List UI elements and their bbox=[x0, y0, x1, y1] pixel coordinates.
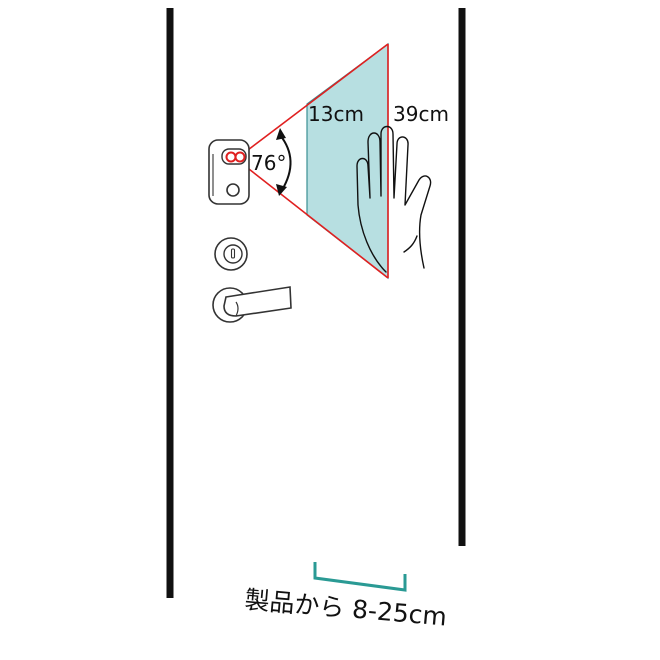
range-bracket bbox=[313, 562, 407, 592]
hand-icon bbox=[356, 125, 432, 273]
doorbell-button bbox=[226, 183, 240, 197]
detection-beam bbox=[239, 42, 389, 280]
beam-lower-edge bbox=[239, 161, 389, 279]
sensor-lens-right bbox=[234, 151, 246, 163]
deadbolt-lock-icon bbox=[214, 237, 248, 271]
lever-handle-icon bbox=[212, 286, 292, 323]
angle-arc bbox=[276, 128, 292, 196]
arc-arrow-bottom bbox=[276, 184, 287, 196]
beam-upper-edge bbox=[239, 43, 389, 157]
far-distance-label: 39cm bbox=[393, 102, 449, 126]
sensor-lens-left bbox=[225, 151, 237, 163]
angle-label: 76° bbox=[251, 151, 286, 175]
detection-zone bbox=[306, 42, 389, 280]
doorbell-sensor-icon bbox=[208, 139, 250, 205]
arc-arrow-top bbox=[276, 128, 286, 140]
near-distance-label: 13cm bbox=[308, 102, 364, 126]
range-caption: 製品から 8-25cm bbox=[243, 585, 448, 632]
